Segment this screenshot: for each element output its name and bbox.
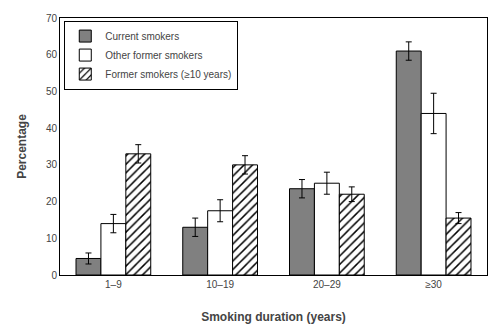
svg-text:Percentage: Percentage [15,114,29,179]
svg-text:Other former smokers: Other former smokers [105,50,202,61]
svg-text:≥30: ≥30 [425,279,442,290]
svg-text:40: 40 [46,123,58,134]
svg-text:Former smokers (≥10 years): Former smokers (≥10 years) [105,69,231,80]
svg-text:30: 30 [46,159,58,170]
svg-text:Smoking duration (years): Smoking duration (years) [201,310,346,324]
svg-text:20: 20 [46,196,58,207]
svg-text:50: 50 [46,86,58,97]
svg-text:Current smokers: Current smokers [105,31,179,42]
svg-text:0: 0 [51,270,57,281]
svg-text:1–9: 1–9 [105,279,122,290]
svg-text:70: 70 [46,13,58,24]
svg-text:20–29: 20–29 [313,279,341,290]
svg-text:10: 10 [46,233,58,244]
svg-text:60: 60 [46,49,58,60]
svg-text:10–19: 10–19 [206,279,234,290]
